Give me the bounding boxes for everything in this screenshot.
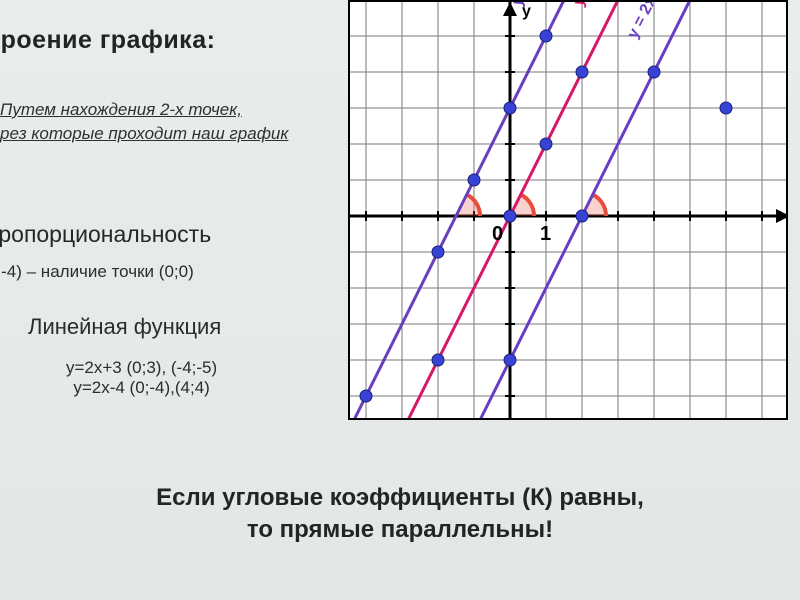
equation-2: y=2x-4 (0;-4),(4;4) xyxy=(66,378,217,398)
equations-block: y=2x+3 (0;3), (-4;-5) y=2x-4 (0;-4),(4;4… xyxy=(66,358,217,398)
slide-title: остроение графика: xyxy=(0,26,215,55)
linear-functions-chart: y = 2x + 3y = 2xy = 2x – 401y xyxy=(350,2,788,420)
equation-1: y=2x+3 (0;3), (-4;-5) xyxy=(66,358,217,378)
svg-text:y: y xyxy=(522,3,531,20)
conclusion-line-2: то прямые параллельны! xyxy=(0,516,800,544)
subtitle-line-2: рез которые проходит наш график xyxy=(0,124,288,144)
heading-linear-function: Линейная функция xyxy=(28,314,221,340)
heading-proportionality: ямая пропорциональность xyxy=(0,221,211,248)
chart-container: y = 2x + 3y = 2xy = 2x – 401y xyxy=(348,0,788,420)
proportionality-equation: x (0;0), (-2;-4) – наличие точки (0;0) xyxy=(0,262,194,282)
svg-text:1: 1 xyxy=(540,223,551,245)
svg-text:0: 0 xyxy=(492,223,503,245)
subtitle-line-1: Путем нахождения 2-х точек, xyxy=(0,100,242,120)
conclusion-line-1: Если угловые коэффициенты (К) равны, xyxy=(0,484,800,512)
